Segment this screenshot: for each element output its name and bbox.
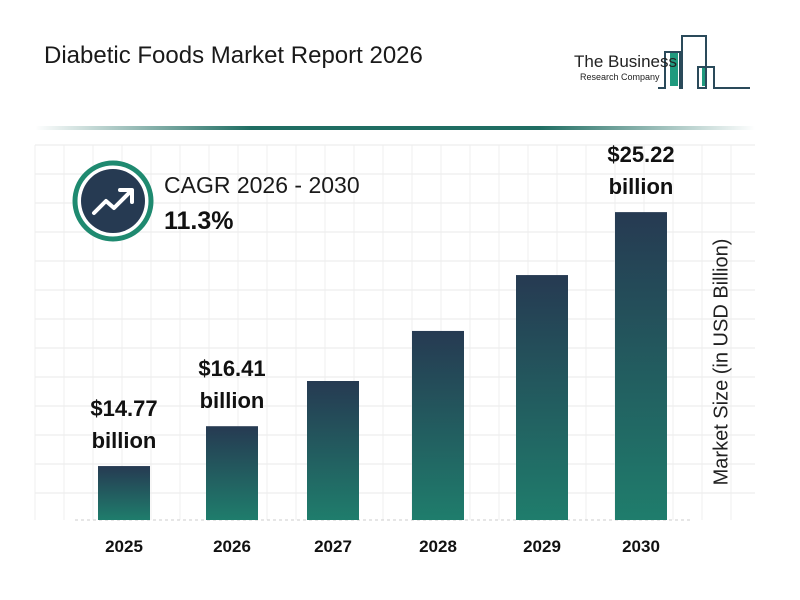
cagr-label: CAGR 2026 - 2030 xyxy=(164,172,360,198)
x-tick-label: 2028 xyxy=(419,537,457,556)
data-label-unit: billion xyxy=(609,174,674,199)
y-axis-label: Market Size (in USD Billion) xyxy=(710,238,733,486)
x-tick-label: 2026 xyxy=(213,537,251,556)
x-tick-label: 2029 xyxy=(523,537,561,556)
logo-text: The Business xyxy=(574,52,677,71)
bar-2027 xyxy=(307,381,359,520)
bar-2026 xyxy=(206,426,258,520)
bar-2025 xyxy=(98,466,150,520)
x-tick-label: 2025 xyxy=(105,537,143,556)
logo: The Business Research Company xyxy=(570,30,755,95)
data-label-amount: $14.77 xyxy=(90,396,157,421)
data-label-unit: billion xyxy=(200,388,265,413)
bar-2030 xyxy=(615,212,667,520)
bar-2028 xyxy=(412,330,464,520)
data-label-amount: $16.41 xyxy=(198,356,265,381)
bar-2029 xyxy=(516,275,568,520)
logo-subtext: Research Company xyxy=(580,72,660,82)
trending-up-icon xyxy=(72,160,154,242)
data-label-amount: $25.22 xyxy=(607,142,674,167)
cagr-value: 11.3% xyxy=(164,207,234,235)
header-divider xyxy=(35,126,755,130)
data-label-unit: billion xyxy=(92,428,157,453)
page-title: Diabetic Foods Market Report 2026 xyxy=(44,42,423,69)
logo-buildings-icon xyxy=(658,35,750,89)
x-tick-label: 2030 xyxy=(622,537,660,556)
x-tick-label: 2027 xyxy=(314,537,352,556)
